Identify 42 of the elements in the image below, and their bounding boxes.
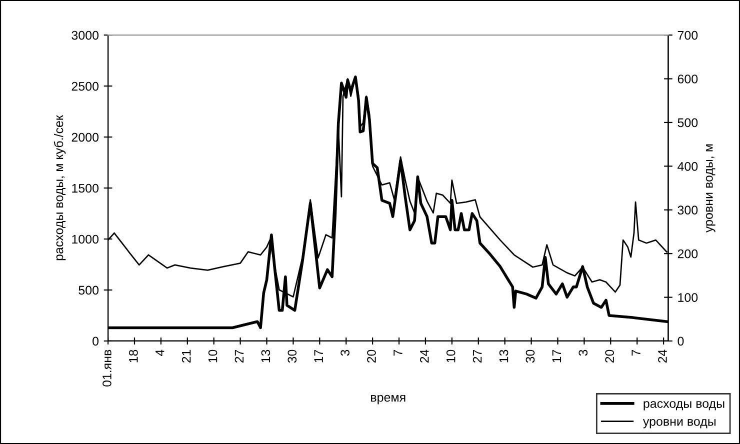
y2-tick-label: 100: [678, 293, 698, 302]
x-tick-label: 17: [314, 350, 323, 362]
x-tick-label: 24: [420, 350, 429, 363]
legend-label: уровни воды: [642, 418, 716, 428]
y-tick-label: 1000: [72, 234, 99, 244]
x-axis-title: время: [371, 394, 406, 404]
x-tick-label: 01.янв: [102, 350, 112, 387]
x-tick-label: 13: [499, 350, 508, 362]
x-tick-label: 3: [340, 350, 350, 356]
x-tick-label: 17: [552, 350, 561, 362]
y-tick-label: 1500: [72, 184, 99, 193]
x-tick-label: 30: [526, 350, 535, 363]
x-tick-label: 20: [605, 350, 614, 363]
y2-tick-label: 700: [678, 30, 698, 40]
x-tick-label: 7: [632, 350, 640, 356]
y2-axis-title: уровни воды, м: [706, 144, 716, 232]
y-tick-label: 3000: [72, 30, 99, 40]
y-tick-label: 2500: [72, 82, 99, 91]
y2-tick-label: 600: [678, 74, 698, 84]
x-tick-label: 7: [394, 350, 402, 356]
x-tick-label: 27: [472, 350, 482, 363]
y2-tick-label: 0: [678, 336, 684, 346]
y2-tick-label: 300: [678, 206, 698, 215]
x-tick-label: 24: [658, 350, 667, 363]
y2-tick-label: 400: [678, 162, 698, 171]
x-tick-label: 30: [288, 350, 297, 363]
legend-label: расходы воды: [644, 401, 724, 410]
y2-tick-label: 200: [678, 249, 698, 258]
x-tick-label: 13: [261, 350, 270, 362]
y2-tick-label: 500: [678, 118, 698, 128]
x-tick-label: 18: [128, 350, 138, 362]
y-tick-label: 2000: [72, 132, 99, 142]
x-tick-label: 10: [446, 350, 456, 362]
x-tick-label: 10: [208, 350, 218, 362]
y-axis-title: расходы воды, м куб./сек: [54, 115, 66, 260]
x-tick-label: 4: [156, 350, 164, 356]
y-tick-label: 0: [92, 336, 99, 346]
x-tick-label: 21: [182, 350, 191, 363]
x-tick-label: 20: [367, 350, 376, 363]
y-tick-label: 500: [78, 286, 99, 295]
x-tick-label: 27: [234, 350, 244, 363]
x-tick-label: 3: [578, 350, 588, 356]
